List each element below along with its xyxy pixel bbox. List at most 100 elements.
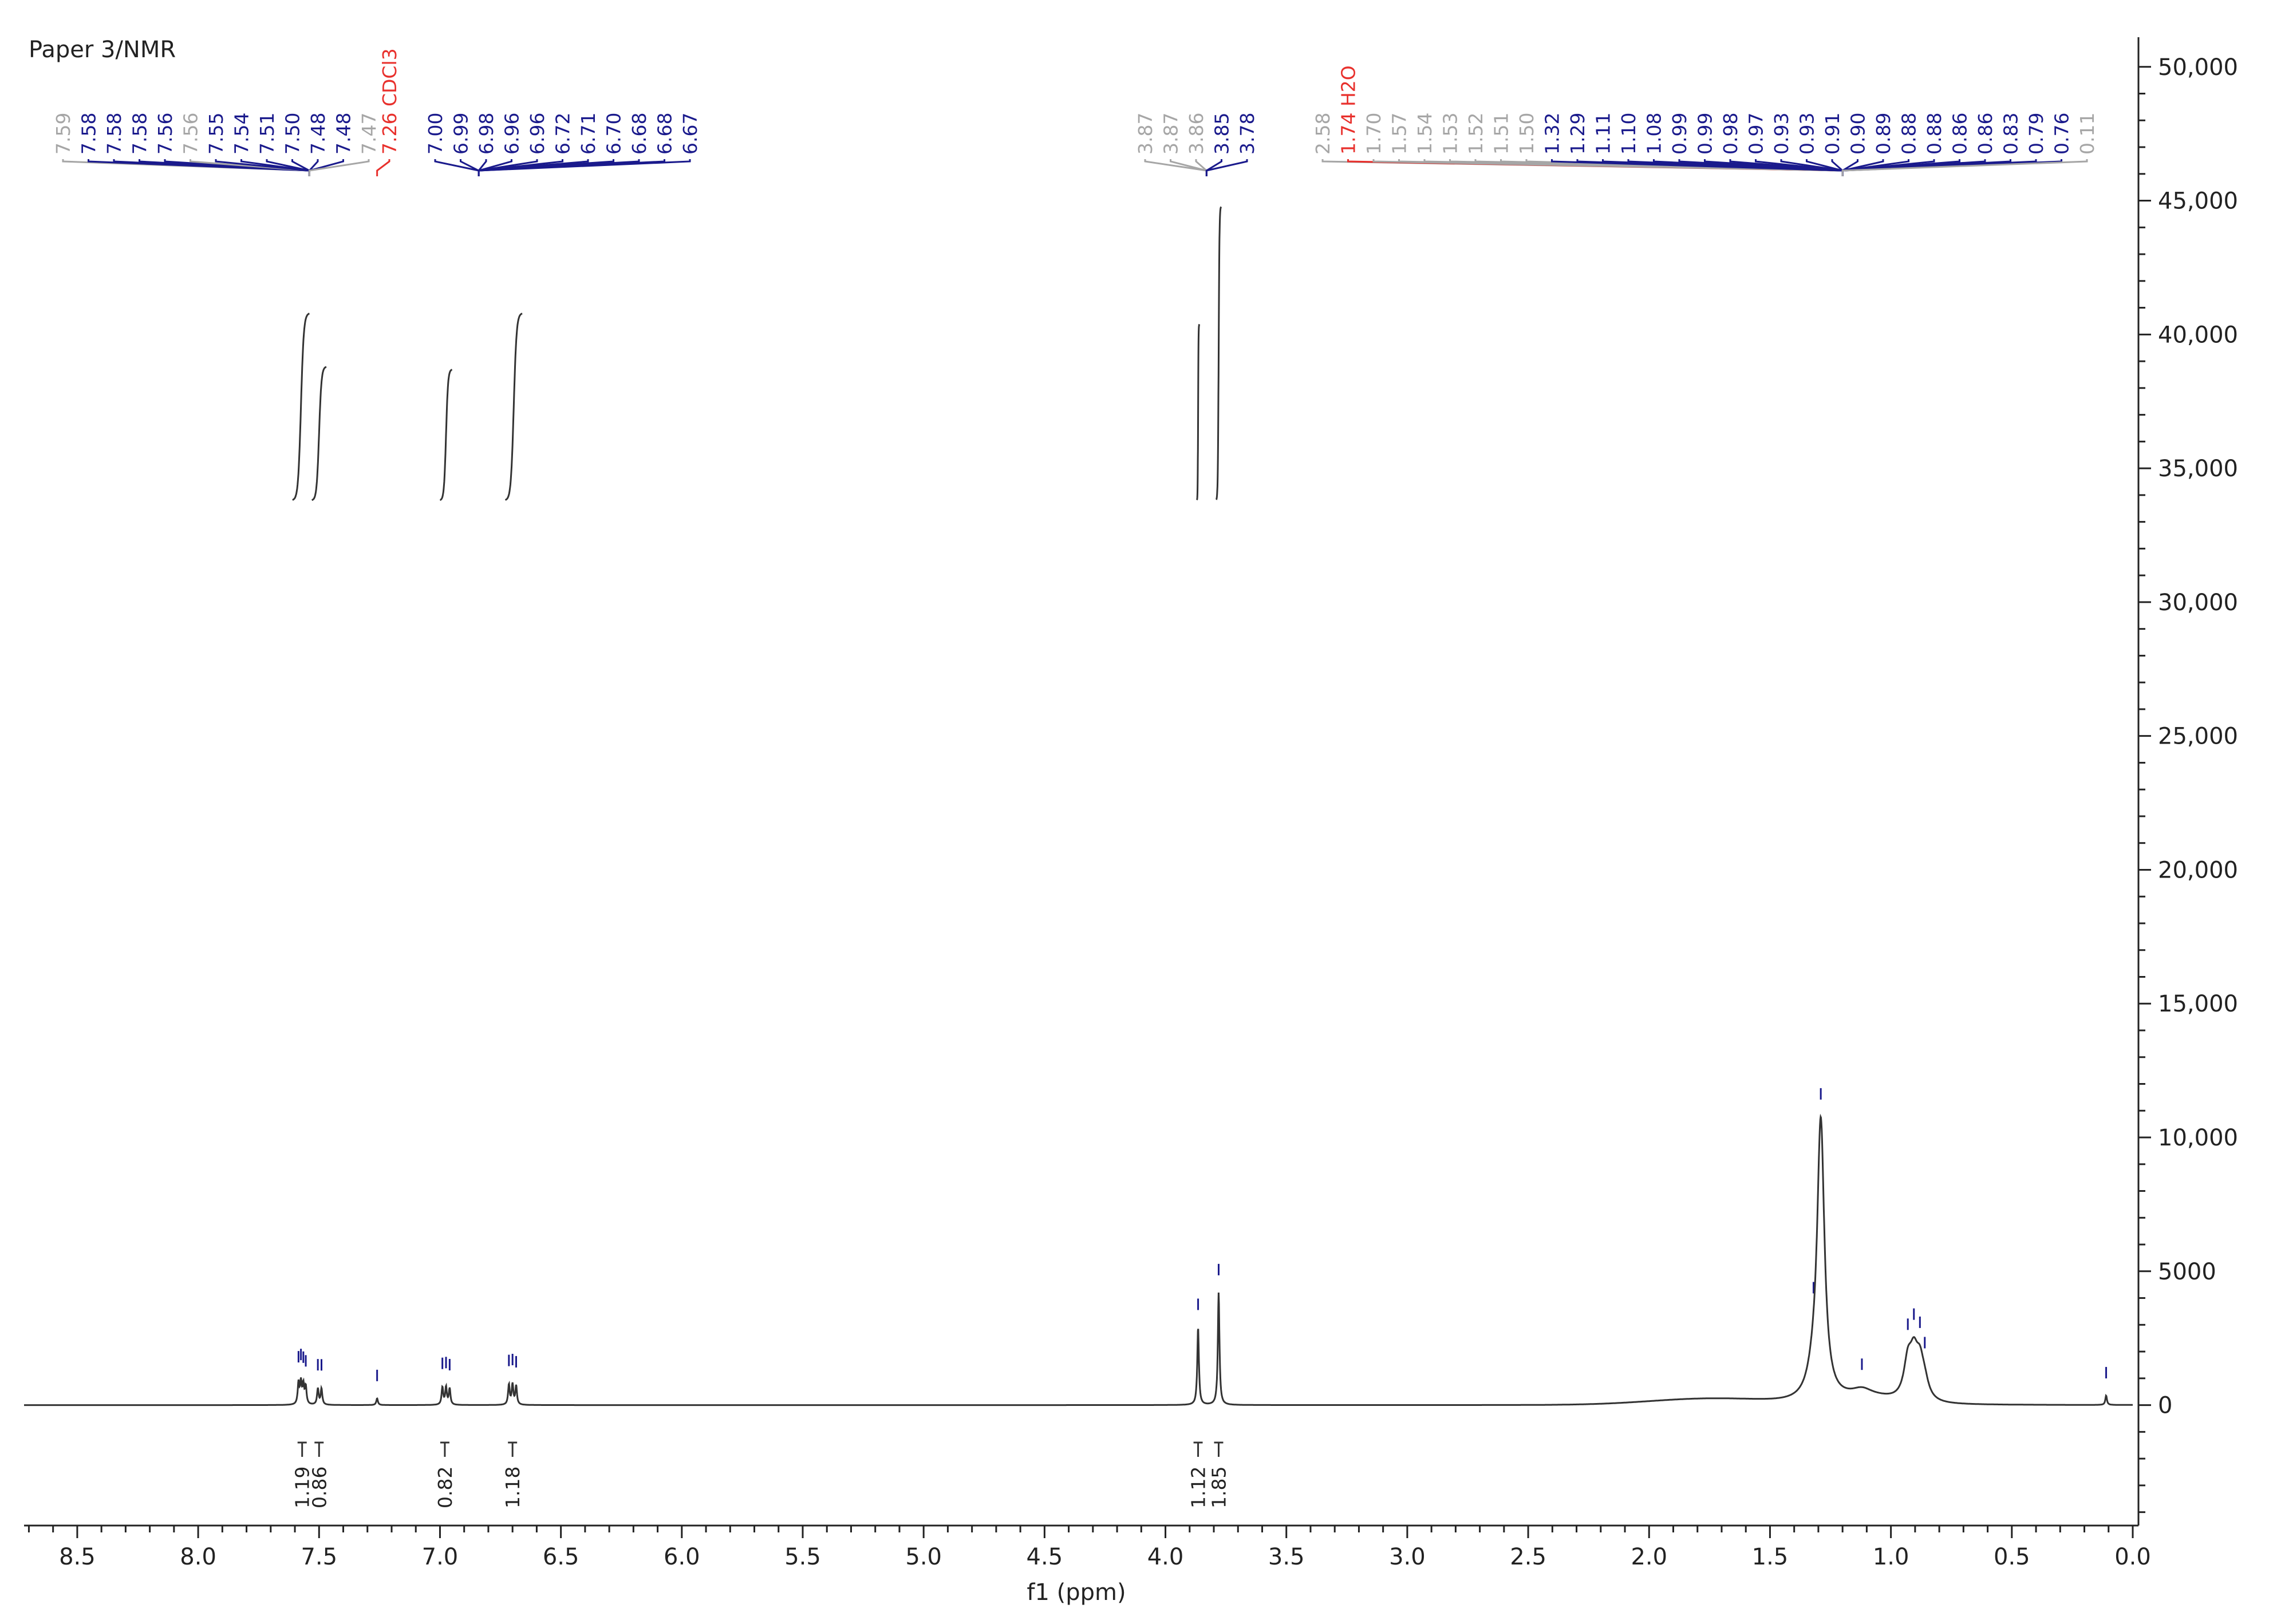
peak-label: 7.58 <box>103 113 125 155</box>
x-tick-label: 6.5 <box>543 1544 579 1570</box>
integral-label: 1.19 <box>291 1467 314 1508</box>
y-tick-label: 20,000 <box>2158 857 2238 883</box>
y-tick-label: 35,000 <box>2158 456 2238 482</box>
peak-label: 2.58 <box>1312 113 1334 155</box>
peak-label: 0.93 <box>1796 113 1818 155</box>
peak-label: 0.99 <box>1694 113 1716 155</box>
peak-label: 7.50 <box>282 113 304 155</box>
peak-label: 0.90 <box>1847 113 1869 155</box>
peak-label: 1.53 <box>1439 113 1462 155</box>
peak-label: 3.87 <box>1160 113 1182 155</box>
y-tick-label: 5000 <box>2158 1259 2216 1285</box>
integral-label: 1.85 <box>1207 1467 1230 1508</box>
peak-label: 6.67 <box>679 113 701 155</box>
peak-label: 6.96 <box>526 113 548 155</box>
peak-label: 6.70 <box>603 113 625 155</box>
x-tick-label: 4.0 <box>1147 1544 1184 1570</box>
peak-label: 0.83 <box>2000 113 2022 155</box>
x-tick-label: 3.5 <box>1268 1544 1305 1570</box>
x-tick-label: 7.5 <box>301 1544 337 1570</box>
peak-label: 1.51 <box>1490 113 1513 155</box>
x-tick-label: 0.0 <box>2114 1544 2151 1570</box>
y-tick-label: 30,000 <box>2158 590 2238 616</box>
peak-label: 7.51 <box>256 113 278 155</box>
peak-label: 7.48 <box>333 113 355 155</box>
peak-label: 7.47 <box>358 113 380 155</box>
peak-label: 6.96 <box>501 113 523 155</box>
peak-label: 1.50 <box>1516 113 1538 155</box>
peak-label-connector <box>308 159 319 176</box>
y-tick-label: 45,000 <box>2158 188 2238 215</box>
peak-label-connector <box>376 159 390 176</box>
peak-label: 1.10 <box>1617 113 1640 155</box>
peak-label: 7.58 <box>78 113 100 155</box>
y-axis: 0 5000 10,000 15,000 20,000 25,000 30,000 35,00… <box>2137 37 2238 1526</box>
peak-label: 0.76 <box>2051 113 2073 155</box>
integral-curve <box>292 313 310 501</box>
peak-label: 6.68 <box>654 113 676 155</box>
x-tick-label: 2.0 <box>1631 1544 1667 1570</box>
peak-label: 1.70 <box>1363 113 1385 155</box>
peak-label: 0.79 <box>2025 113 2047 155</box>
peak-label: 7.54 <box>231 113 253 155</box>
peak-label: 7.26 CDCl3 <box>378 48 401 155</box>
x-tick-label: 8.0 <box>180 1544 216 1570</box>
peak-label: 6.71 <box>577 113 599 155</box>
x-tick-label: 8.5 <box>59 1544 96 1570</box>
peak-label: 0.91 <box>1821 113 1844 155</box>
peak-label: 7.56 <box>180 113 202 155</box>
peak-label: 0.93 <box>1770 113 1793 155</box>
peak-label-connector <box>478 159 487 176</box>
y-tick-label: 10,000 <box>2158 1125 2238 1151</box>
integral-curve <box>1216 206 1222 500</box>
integral-label: 0.86 <box>308 1467 330 1508</box>
peak-label: 1.11 <box>1592 113 1615 155</box>
x-axis: 8.5 8.0 7.5 7.0 6.5 6.0 5.5 5.0 4.5 4.0 3.5 3.0 2.5 2… <box>24 1524 2151 1570</box>
peak-label: 7.00 <box>424 113 447 155</box>
peak-label: 0.86 <box>1949 113 1971 155</box>
x-tick-label: 3.0 <box>1389 1544 1426 1570</box>
peak-label: 1.57 <box>1388 113 1411 155</box>
peak-label: 3.85 <box>1211 113 1233 155</box>
peak-label: 1.52 <box>1465 113 1487 155</box>
peak-label: 1.32 <box>1541 113 1564 155</box>
integral-label: 1.12 <box>1187 1467 1210 1508</box>
integral-curve <box>440 369 453 501</box>
peak-marker-layer <box>297 1088 2108 1381</box>
x-tick-label: 5.5 <box>784 1544 821 1570</box>
y-tick-label: 25,000 <box>2158 724 2238 750</box>
peak-label: 1.08 <box>1643 113 1666 155</box>
spectrum-line <box>24 1113 2133 1406</box>
peak-label: 6.99 <box>450 113 472 155</box>
peak-label-layer: 7.59 7.58 7.58 7.58 7.56 7.56 7.55 7.54 7.51 7.50… <box>52 48 2098 176</box>
integral-label: 1.18 <box>502 1467 524 1508</box>
integral-curve <box>1196 323 1201 500</box>
y-tick-label: 50,000 <box>2158 54 2238 81</box>
integral-curve-layer <box>292 206 1222 501</box>
peak-label: 3.78 <box>1236 113 1258 155</box>
integral-label-layer: 1.190.86 0.82 1.18 1.121.85 <box>291 1441 1230 1508</box>
peak-label: 0.86 <box>1974 113 1996 155</box>
chart-title: Paper 3/NMR <box>29 37 176 63</box>
y-tick-label: 0 <box>2158 1393 2172 1419</box>
peak-label: 3.86 <box>1185 113 1207 155</box>
y-tick-label: 15,000 <box>2158 991 2238 1017</box>
peak-label: 6.68 <box>628 113 650 155</box>
peak-label-connector <box>308 159 370 176</box>
peak-label: 0.88 <box>1898 113 1920 155</box>
peak-label: 3.87 <box>1134 113 1157 155</box>
peak-label: 7.48 <box>307 113 329 155</box>
x-tick-label: 7.0 <box>422 1544 459 1570</box>
peak-label: 7.55 <box>205 113 227 155</box>
integral-curve <box>311 366 327 501</box>
peak-label: 0.89 <box>1872 113 1895 155</box>
peak-label: 1.29 <box>1566 113 1589 155</box>
x-tick-label: 6.0 <box>664 1544 700 1570</box>
peak-label: 1.74 H2O <box>1337 65 1360 155</box>
y-tick-label: 40,000 <box>2158 322 2238 348</box>
peak-label: 7.56 <box>154 113 176 155</box>
integral-label: 0.82 <box>434 1467 456 1508</box>
peak-label: 0.97 <box>1745 113 1767 155</box>
x-tick-label: 1.5 <box>1752 1544 1789 1570</box>
